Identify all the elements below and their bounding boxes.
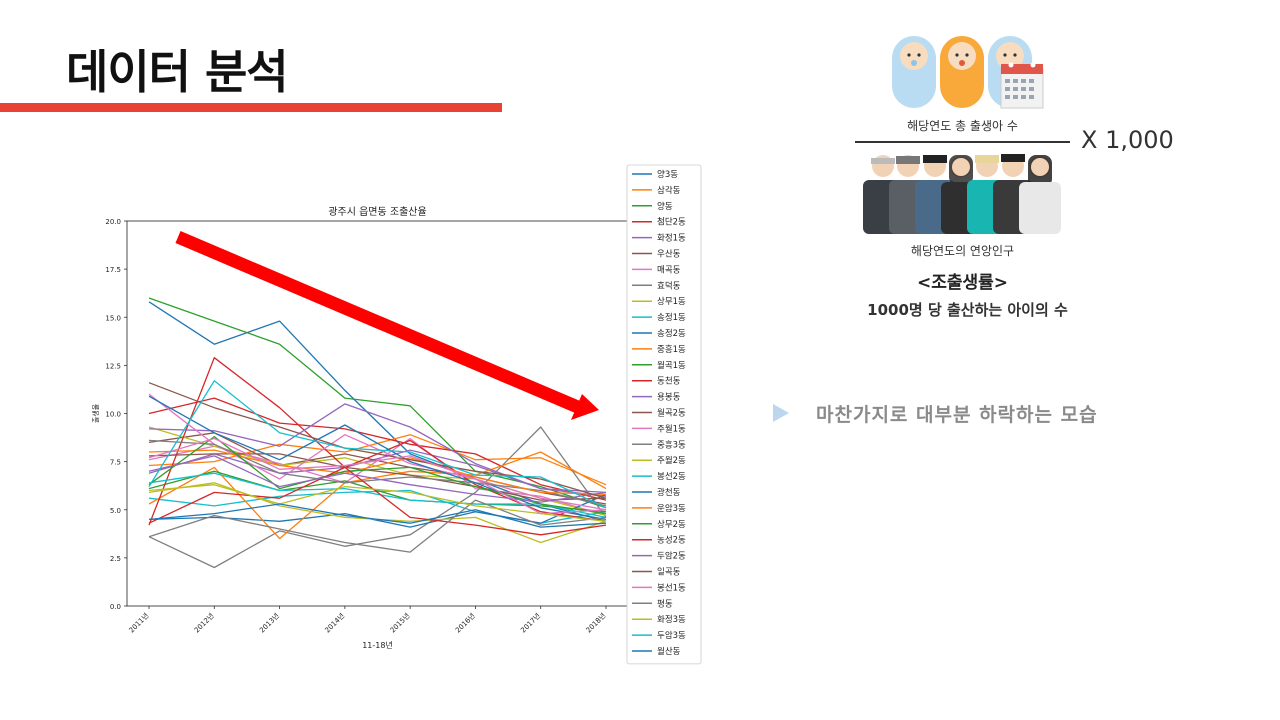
people-illustration	[863, 154, 1061, 234]
y-tick-label: 20.0	[105, 218, 121, 226]
legend-entry: 농성2동	[657, 536, 686, 546]
legend-entry: 화정1동	[657, 233, 686, 244]
x-tick-label: 2018년	[584, 611, 608, 635]
baby-icon	[892, 36, 936, 108]
legend-entry: 월산동	[657, 646, 681, 657]
legend-entry: 송정1동	[657, 312, 686, 323]
legend-entry: 운암3동	[657, 503, 686, 514]
legend-entry: 월곡1동	[657, 360, 686, 371]
plot-frame	[126, 220, 629, 607]
x-axis-label: 11-18년	[362, 640, 393, 650]
multiplier: X 1,000	[1081, 126, 1174, 154]
title-underline	[0, 103, 502, 112]
series-line	[148, 503, 607, 528]
series-line	[148, 397, 607, 501]
bullet-arrow-icon	[773, 404, 789, 422]
series-line	[148, 449, 607, 496]
legend-entry: 월곡2동	[657, 408, 686, 419]
legend-entry: 양동	[657, 201, 673, 212]
series-line	[148, 453, 607, 501]
legend-entry: 중흥1동	[657, 344, 686, 355]
y-tick-label: 2.5	[110, 555, 121, 563]
legend-entry: 주월2동	[657, 455, 686, 466]
legend-entry: 양3동	[657, 169, 678, 180]
chart-title: 광주시 읍면동 조출산율	[328, 206, 426, 218]
series-line	[148, 466, 607, 536]
legend-entry: 중흥3동	[657, 439, 686, 450]
series-line	[148, 499, 607, 553]
x-tick-label: 2017년	[519, 611, 543, 635]
denominator-label: 해당연도의 연앙인구	[910, 244, 1015, 258]
y-axis-label: 출생율	[91, 403, 100, 423]
series-line	[148, 301, 607, 522]
series-line	[148, 437, 607, 515]
person-icon	[1019, 155, 1061, 234]
legend-entry: 상무1동	[657, 296, 686, 307]
series-line	[148, 382, 607, 499]
series-line	[148, 484, 607, 522]
x-tick-label: 2011년	[127, 611, 151, 635]
bullet-text: 마찬가지로 대부분 하락하는 모습	[816, 404, 1098, 426]
numerator-label: 해당연도 총 출생아 수	[907, 119, 1018, 133]
legend-entry: 두암3동	[657, 630, 686, 641]
legend-entry: 봉선2동	[657, 472, 686, 482]
baby-icon	[940, 36, 984, 108]
y-tick-label: 0.0	[110, 603, 121, 611]
series-line	[148, 393, 607, 511]
legend-entry: 평동	[657, 598, 673, 609]
legend-entry: 봉선1동	[657, 583, 686, 593]
trend-arrow-icon	[175, 231, 583, 414]
calendar-icon	[1000, 62, 1044, 109]
legend-entry: 효덕동	[657, 280, 681, 291]
legend-entry: 삼각동	[657, 185, 681, 196]
series-line	[148, 403, 607, 494]
legend-entry: 동천동	[657, 376, 681, 387]
x-tick-label: 2014년	[323, 611, 347, 635]
legend-entry: 두암2동	[657, 551, 686, 562]
line-chart: 광주시 읍면동 조출산율 0.0 2.5 5.0 7.5 10.0 12.5 15.0 17.5…	[91, 164, 702, 665]
definition-title: <조출생률>	[916, 273, 1009, 293]
legend-entry: 용봉동	[657, 393, 681, 403]
x-tick-label: 2012년	[192, 611, 216, 635]
legend-entry: 일곡동	[657, 568, 681, 578]
y-tick-label: 12.5	[105, 362, 121, 370]
babies-illustration	[892, 36, 1044, 109]
series-line	[148, 426, 607, 569]
trend-arrow-head-icon	[571, 394, 599, 420]
y-tick-label: 15.0	[105, 314, 121, 322]
series-line	[148, 455, 607, 503]
series-line	[148, 470, 607, 513]
legend-entry: 우산동	[657, 249, 681, 260]
y-tick-label: 10.0	[105, 411, 121, 419]
series-line	[148, 451, 607, 540]
y-tick-label: 5.0	[110, 507, 121, 515]
legend-entry: 송정2동	[657, 328, 686, 339]
legend-entry: 주월1동	[657, 423, 686, 434]
y-tick-label: 17.5	[105, 266, 121, 274]
fraction-line	[855, 141, 1070, 143]
x-tick-label: 2015년	[388, 611, 412, 635]
slide-title: 데이터 분석	[66, 45, 289, 99]
y-tick-label: 7.5	[110, 459, 121, 467]
x-tick-label: 2013년	[257, 611, 281, 635]
definition-text: 1000명 당 출산하는 아이의 수	[867, 301, 1068, 319]
series-line	[148, 380, 607, 509]
legend-entry: 광천동	[657, 487, 681, 498]
legend-entry: 상무2동	[657, 519, 686, 530]
legend-entry: 매곡동	[657, 265, 681, 275]
legend-entry: 화정3동	[657, 614, 686, 625]
legend-entry: 첨단2동	[657, 217, 686, 228]
series-line	[148, 395, 607, 521]
x-tick-label: 2016년	[453, 611, 477, 635]
